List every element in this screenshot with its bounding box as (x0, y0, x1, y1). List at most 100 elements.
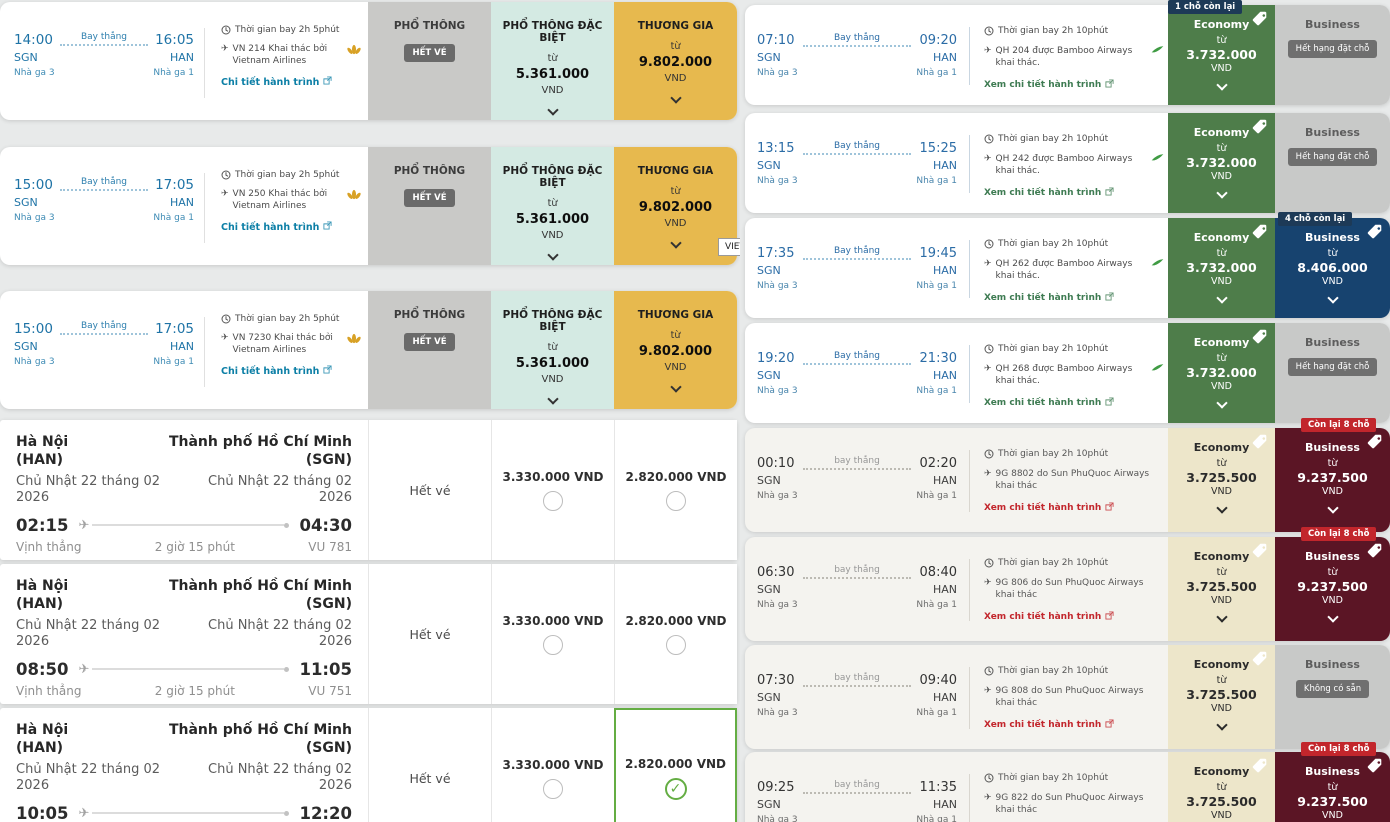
arrival-airport: HAN (932, 583, 957, 596)
chevron-down-icon[interactable] (1215, 292, 1228, 304)
arrival-time: 16:05 (155, 32, 194, 48)
chevron-down-icon[interactable] (546, 104, 559, 116)
from-label: từ (670, 41, 681, 52)
fare-option-cell[interactable]: 2.820.000 VND (614, 420, 737, 560)
fare-radio[interactable] (666, 634, 686, 655)
flight-info: 09:25 SGN Nhà ga 3 bay thẳng 11:35 HAN N… (745, 752, 1168, 822)
chevron-down-icon[interactable] (669, 237, 682, 249)
fare-business[interactable]: Business từ 9.237.500 VND (1275, 428, 1390, 532)
destination: Thành phố Hồ Chí Minh (SGN) (168, 434, 352, 468)
chevron-down-icon[interactable] (1326, 502, 1339, 514)
itinerary-detail-link[interactable]: Xem chi tiết hành trình (984, 397, 1114, 411)
route-middle: bay thẳng (802, 565, 912, 641)
fare-premium-economy[interactable]: PHỔ THÔNG ĐẶC BIỆT từ 5.361.000 VND (491, 147, 614, 265)
external-link-icon (1105, 397, 1114, 411)
chevron-down-icon[interactable] (1326, 611, 1339, 623)
currency: VND (1211, 276, 1232, 287)
fare-business[interactable]: THƯƠNG GIA từ 9.802.000 VND (614, 291, 737, 409)
fare-class-title: Economy (1193, 231, 1250, 244)
fare-option-cell[interactable]: 2.820.000 VND (614, 564, 737, 704)
clock-icon (984, 26, 994, 41)
itinerary-detail-link[interactable]: Chi tiết hành trình (221, 365, 332, 379)
fare-economy[interactable]: Economy từ 3.725.500 VND (1168, 537, 1275, 641)
currency: VND (541, 374, 564, 385)
itinerary-detail-link[interactable]: Xem chi tiết hành trình (984, 187, 1114, 201)
flight-operator: VN 250 Khai thác bởi Vietnam Airlines (232, 189, 328, 212)
chevron-down-icon[interactable] (1215, 611, 1228, 623)
fare-business[interactable]: Business từ 9.237.500 VND (1275, 537, 1390, 641)
from-label: từ (1216, 353, 1227, 364)
plane-icon: ✈ (984, 468, 992, 479)
external-link-icon (1105, 187, 1114, 201)
plane-icon: ✈ (984, 685, 992, 696)
stops-label: Bay thẳng (80, 177, 128, 187)
departure: 09:25 SGN Nhà ga 3 (757, 780, 798, 822)
chevron-down-icon[interactable] (546, 393, 559, 405)
itinerary-detail-link[interactable]: Chi tiết hành trình (221, 76, 332, 90)
selected-check-icon[interactable]: ✓ (664, 777, 687, 800)
departure-time: 07:10 (757, 33, 795, 48)
origin: Hà Nội (HAN) (16, 722, 69, 756)
fare-premium-economy[interactable]: PHỔ THÔNG ĐẶC BIỆT từ 5.361.000 VND (491, 2, 614, 120)
fare-radio[interactable] (543, 778, 563, 799)
chevron-down-icon[interactable] (546, 249, 559, 261)
fare-economy[interactable]: Economy từ 3.725.500 VND (1168, 428, 1275, 532)
itinerary-detail-link[interactable]: Chi tiết hành trình (221, 221, 332, 235)
fare-business[interactable]: Business từ 9.237.500 VND (1275, 752, 1390, 822)
fare-option-cell-selected[interactable]: 2.820.000 VND ✓ (614, 708, 737, 822)
fare-option-cell[interactable]: 3.330.000 VND (491, 564, 614, 704)
clock-icon (984, 239, 994, 254)
chevron-down-icon[interactable] (1215, 79, 1228, 91)
itinerary-detail-link[interactable]: Xem chi tiết hành trình (984, 719, 1114, 733)
route-line (59, 42, 149, 46)
fare-business[interactable]: THƯƠNG GIA từ 9.802.000 VND (614, 2, 737, 120)
departure-airport: SGN (757, 369, 781, 382)
fare-radio[interactable] (666, 490, 686, 511)
departure: 17:35 SGN Nhà ga 3 (757, 246, 798, 318)
departure: 07:30 SGN Nhà ga 3 (757, 673, 798, 749)
sp-flight-card: 07:30 SGN Nhà ga 3 bay thẳng 09:40 HAN N… (745, 645, 1390, 749)
itinerary-detail-link[interactable]: Xem chi tiết hành trình (984, 502, 1114, 516)
fare-economy[interactable]: Economy từ 3.732.000 VND (1168, 323, 1275, 423)
from-label: từ (1327, 782, 1338, 793)
fare-premium-economy[interactable]: PHỔ THÔNG ĐẶC BIỆT từ 5.361.000 VND (491, 291, 614, 409)
flight-operator: VN 214 Khai thác bởi Vietnam Airlines (232, 44, 328, 67)
fare-economy[interactable]: Economy từ 3.732.000 VND (1168, 113, 1275, 213)
fare-radio[interactable] (543, 634, 563, 655)
fare-business[interactable]: THƯƠNG GIA từ 9.802.000 VND (614, 147, 737, 265)
flight-info: 07:10 SGN Nhà ga 3 Bay thẳng 09:20 HAN N… (745, 5, 1168, 105)
fare-boxes: Economy từ 3.732.000 VND Business Hết hạ… (1168, 323, 1390, 423)
currency: VND (664, 362, 687, 373)
fare-option-cell[interactable]: 3.330.000 VND (491, 420, 614, 560)
fare-class-title: Economy (1193, 658, 1250, 671)
fare-business[interactable]: Business từ 8.406.000 VND (1275, 218, 1390, 318)
chevron-down-icon[interactable] (1215, 397, 1228, 409)
fare-class-title: PHỔ THÔNG ĐẶC BIỆT (502, 165, 603, 189)
chevron-down-icon[interactable] (1326, 292, 1339, 304)
route-middle: bay thẳng (802, 780, 912, 822)
fare-economy[interactable]: Economy từ 3.732.000 VND (1168, 5, 1275, 105)
chevron-down-icon[interactable] (669, 92, 682, 104)
plane-icon: ✈ (78, 517, 90, 533)
flight-meta: Thời gian bay 2h 10phút ✈ QH 204 được Bam… (970, 5, 1168, 105)
fare-radio[interactable] (543, 490, 563, 511)
departure-terminal: Nhà ga 3 (757, 281, 798, 291)
itinerary-detail-link[interactable]: Xem chi tiết hành trình (984, 79, 1114, 93)
route-middle: bay thẳng (802, 456, 912, 532)
currency: VND (1211, 63, 1232, 74)
fare-economy[interactable]: Economy từ 3.725.500 VND (1168, 752, 1275, 822)
chevron-down-icon[interactable] (1215, 187, 1228, 199)
route: 14:00 SGN Nhà ga 3 Bay thẳng 16:05 HAN N… (14, 32, 194, 120)
arrival-time: 11:05 (299, 659, 352, 679)
fare-price: 9.237.500 (1297, 794, 1368, 809)
currency: VND (1211, 595, 1232, 606)
itinerary-detail-link[interactable]: Xem chi tiết hành trình (984, 292, 1114, 306)
route-line (802, 151, 912, 155)
fare-economy[interactable]: Economy từ 3.732.000 VND (1168, 218, 1275, 318)
chevron-down-icon[interactable] (1215, 719, 1228, 731)
fare-economy[interactable]: Economy từ 3.725.500 VND (1168, 645, 1275, 749)
itinerary-detail-link[interactable]: Xem chi tiết hành trình (984, 611, 1114, 625)
fare-option-cell[interactable]: 3.330.000 VND (491, 708, 614, 822)
chevron-down-icon[interactable] (1215, 502, 1228, 514)
chevron-down-icon[interactable] (669, 381, 682, 393)
